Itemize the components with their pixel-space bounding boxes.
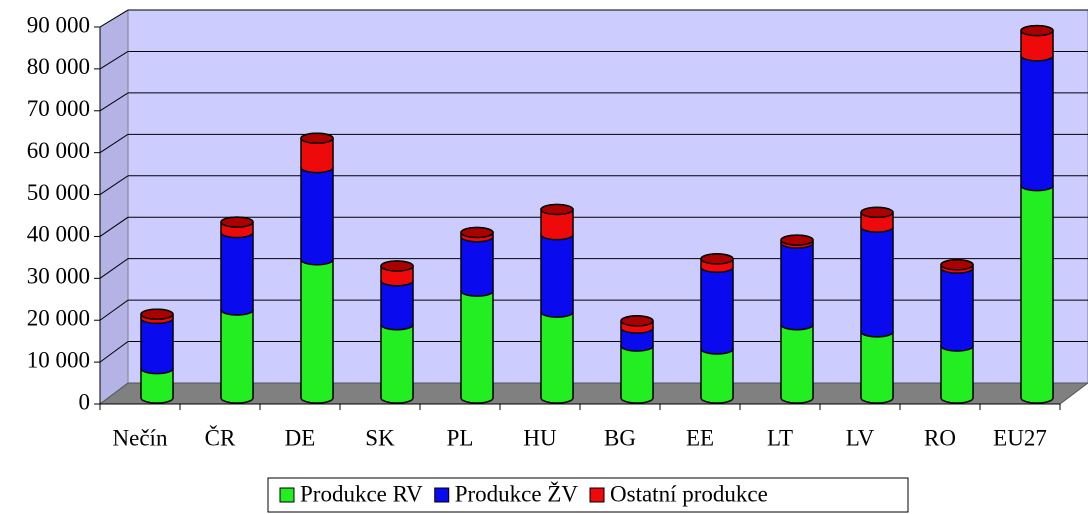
bar-segment bbox=[380, 318, 414, 404]
grid-line-side bbox=[99, 133, 129, 154]
bar-segment bbox=[780, 237, 814, 331]
bar-cap bbox=[1020, 24, 1054, 37]
grid-line-side bbox=[99, 258, 129, 279]
x-tick-label: Nečín bbox=[113, 425, 168, 450]
bar-cap bbox=[460, 226, 494, 239]
bar-cap bbox=[940, 259, 974, 271]
grid-line-side bbox=[99, 92, 129, 112]
y-tick-label: 30 000 bbox=[27, 264, 90, 289]
bar-segment bbox=[780, 318, 814, 404]
y-tick-label: 90 000 bbox=[27, 12, 90, 37]
bar-cap bbox=[700, 253, 734, 265]
bar-segment bbox=[540, 306, 574, 404]
y-tick-label: 50 000 bbox=[27, 180, 90, 205]
x-tick-label: BG bbox=[604, 425, 636, 450]
legend-label: Produkce RV bbox=[300, 481, 423, 506]
x-tick-label: LT bbox=[767, 425, 793, 450]
bar-cap bbox=[780, 234, 814, 246]
x-tick-label: LV bbox=[846, 425, 875, 450]
y-tick-label: 70 000 bbox=[27, 96, 90, 121]
x-tick-label: RO bbox=[924, 425, 956, 450]
y-tick-label: 10 000 bbox=[27, 347, 90, 372]
bar-cap bbox=[220, 216, 254, 228]
bar-cap bbox=[140, 308, 174, 320]
grid-line-side bbox=[99, 9, 129, 28]
y-tick-label: 0 bbox=[79, 389, 91, 414]
grid-line-side bbox=[99, 175, 129, 195]
bar-cap bbox=[380, 260, 414, 272]
bar-cap bbox=[540, 203, 574, 216]
grid-line-side bbox=[99, 299, 129, 321]
y-tick-label: 40 000 bbox=[27, 222, 90, 247]
y-tick-label: 20 000 bbox=[27, 306, 90, 331]
bar-segment bbox=[860, 221, 894, 338]
bar-segment bbox=[1020, 179, 1054, 404]
bar-cap bbox=[860, 206, 894, 219]
legend-swatch bbox=[434, 487, 450, 503]
legend-swatch bbox=[589, 487, 605, 503]
bar-segment bbox=[300, 254, 334, 404]
x-tick-label: HU bbox=[523, 425, 557, 450]
bar-segment bbox=[1020, 50, 1054, 192]
x-tick-label: PL bbox=[447, 425, 474, 450]
bar-cap bbox=[300, 132, 334, 145]
y-tick-label: 80 000 bbox=[27, 54, 90, 79]
bar-segment bbox=[300, 161, 334, 266]
x-tick-label: EU27 bbox=[993, 425, 1047, 450]
y-tick-label: 60 000 bbox=[27, 138, 90, 163]
legend-box bbox=[267, 477, 909, 513]
bar-segment bbox=[940, 262, 974, 352]
x-tick-label: SK bbox=[365, 425, 395, 450]
bar-segment bbox=[460, 285, 494, 404]
x-tick-label: EE bbox=[686, 425, 714, 450]
legend-swatch bbox=[279, 487, 295, 503]
x-tick-label: DE bbox=[285, 425, 316, 450]
bar-segment bbox=[540, 228, 574, 318]
legend-label: Produkce ŽV bbox=[455, 481, 579, 506]
grid-line-side bbox=[99, 341, 129, 363]
legend-label: Ostatní produkce bbox=[610, 481, 768, 506]
grid-line-side bbox=[99, 51, 129, 70]
bar-cap bbox=[620, 315, 654, 327]
bar-segment bbox=[860, 326, 894, 404]
grid-line-side bbox=[99, 216, 129, 237]
x-tick-label: ČR bbox=[205, 424, 236, 450]
bar-segment bbox=[220, 226, 254, 316]
bar-segment bbox=[220, 304, 254, 404]
bar-segment bbox=[700, 261, 734, 355]
